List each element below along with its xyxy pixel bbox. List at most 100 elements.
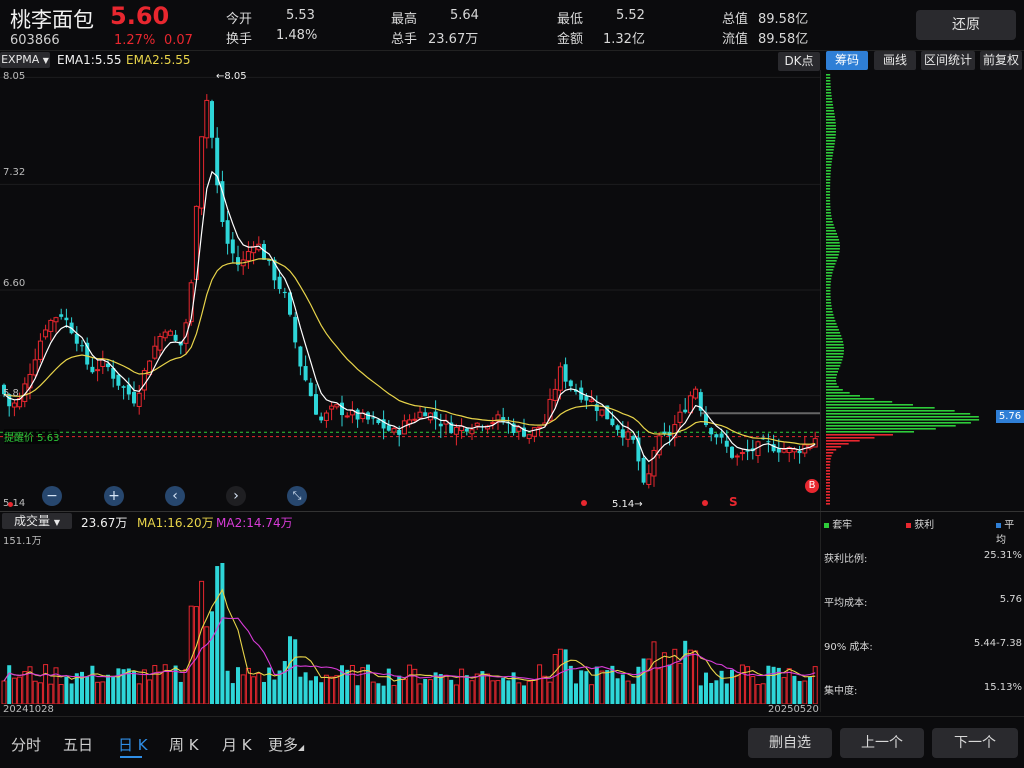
restore-button[interactable]: 还原	[916, 10, 1016, 40]
amount-label: 金额	[557, 32, 584, 47]
volume-bar	[776, 667, 781, 704]
sell-marker: S	[729, 495, 738, 509]
chip-bar	[826, 209, 831, 211]
volume-bar	[111, 676, 116, 704]
tab-five-day[interactable]: 五日	[63, 736, 94, 754]
date-start: 20241028	[3, 704, 54, 715]
volume-bar	[646, 658, 652, 704]
candle-body	[495, 414, 501, 422]
volume-bar	[262, 681, 266, 704]
candle-body	[501, 417, 506, 422]
chip-bar	[826, 314, 834, 316]
zoom-in-icon[interactable]: +	[104, 486, 124, 506]
trapped-swatch-icon	[824, 523, 829, 528]
range-stats-button[interactable]: 区间统计	[921, 51, 975, 70]
chips-button[interactable]: 筹码	[826, 51, 868, 70]
volume-bar	[459, 668, 465, 704]
volume-bar	[204, 626, 210, 704]
chip-bar	[826, 377, 837, 379]
chip-bar	[826, 446, 842, 448]
volume-bar	[687, 649, 693, 704]
chip-bar	[826, 80, 831, 82]
candle-body	[599, 409, 605, 416]
draw-line-button[interactable]: 画线	[874, 51, 916, 70]
tab-weekly-k[interactable]: 周 K	[169, 736, 199, 754]
price-tick-2: 7.32	[3, 167, 26, 178]
volume-bar	[427, 679, 433, 704]
kline-chart[interactable]	[0, 70, 820, 510]
concentration-value: 15.13%	[983, 682, 1022, 693]
chip-bar	[826, 254, 839, 256]
volume-bar	[220, 562, 225, 704]
scroll-left-icon[interactable]: ‹	[165, 486, 185, 506]
dropdown-icon: ▼	[42, 56, 49, 65]
volume-bar	[376, 683, 381, 704]
volume-bar	[95, 681, 101, 704]
volume-bar	[210, 611, 214, 704]
chip-bar	[826, 176, 831, 178]
candle-body	[786, 446, 792, 454]
volume-bar	[464, 675, 469, 704]
candle-body	[474, 422, 480, 427]
volume-bar	[760, 683, 766, 704]
chip-bar	[826, 155, 833, 157]
turnover-value: 1.48%	[276, 28, 318, 43]
change-pct: 1.27%	[114, 33, 156, 48]
candle-body	[147, 360, 153, 376]
volume-bar	[251, 676, 257, 704]
chip-bar	[826, 299, 831, 301]
volume-selector[interactable]: 成交量 ▼	[2, 513, 72, 529]
volume-bar	[739, 664, 745, 704]
amount-value: 1.32亿	[603, 32, 645, 47]
chip-bar	[826, 137, 836, 139]
chip-distribution	[826, 74, 980, 505]
candle-body	[797, 450, 802, 454]
chip-bar	[826, 419, 980, 421]
ema2-line	[3, 258, 816, 445]
chip-bar	[826, 335, 842, 337]
chip-bar	[826, 476, 831, 478]
chip-bar	[826, 464, 831, 466]
remove-watchlist-button[interactable]: 删自选	[748, 728, 832, 758]
indicator-selector[interactable]: EXPMA ▼	[0, 52, 50, 68]
high-annotation: ←8.05	[216, 71, 247, 82]
volume-bar	[522, 685, 526, 704]
candle-body	[17, 397, 23, 408]
volume-bar	[323, 674, 329, 704]
chip-bar	[826, 416, 979, 418]
open-label: 今开	[226, 12, 253, 27]
chip-bar	[826, 392, 850, 394]
previous-button[interactable]: 上一个	[840, 728, 924, 758]
chip-bar	[826, 305, 832, 307]
tab-more[interactable]: 更多◢	[268, 734, 304, 755]
zoom-out-icon[interactable]: −	[42, 486, 62, 506]
chip-bar	[826, 461, 831, 463]
tab-intraday[interactable]: 分时	[11, 736, 42, 754]
volume-bar	[1, 680, 7, 704]
chip-bar	[826, 161, 832, 163]
reset-view-icon[interactable]: ⤡	[287, 486, 307, 506]
avg-cost-label: 平均成本:	[824, 598, 868, 609]
pre-adjust-button[interactable]: 前复权	[980, 51, 1022, 70]
volume-bar	[730, 669, 734, 704]
scroll-right-icon[interactable]: ›	[226, 486, 246, 506]
volume-bar	[672, 648, 678, 704]
divider	[0, 511, 1024, 512]
candle-body	[245, 251, 251, 261]
volume-bar	[183, 668, 189, 704]
tab-daily-k[interactable]: 日 K	[118, 736, 148, 754]
dk-point-button[interactable]: DK点	[778, 52, 820, 71]
chip-bar	[826, 158, 833, 160]
chip-bar	[826, 179, 831, 181]
chip-bar	[826, 386, 839, 388]
low-value: 5.52	[616, 8, 645, 23]
candle-body	[594, 404, 599, 411]
volume-bar	[531, 679, 537, 704]
chip-bar	[826, 239, 840, 241]
candle-body	[656, 435, 662, 456]
volume-chart[interactable]	[0, 530, 820, 704]
next-button[interactable]: 下一个	[932, 728, 1018, 758]
tab-monthly-k[interactable]: 月 K	[222, 736, 252, 754]
low-label: 最低	[557, 12, 584, 27]
volume-bar	[303, 672, 308, 704]
